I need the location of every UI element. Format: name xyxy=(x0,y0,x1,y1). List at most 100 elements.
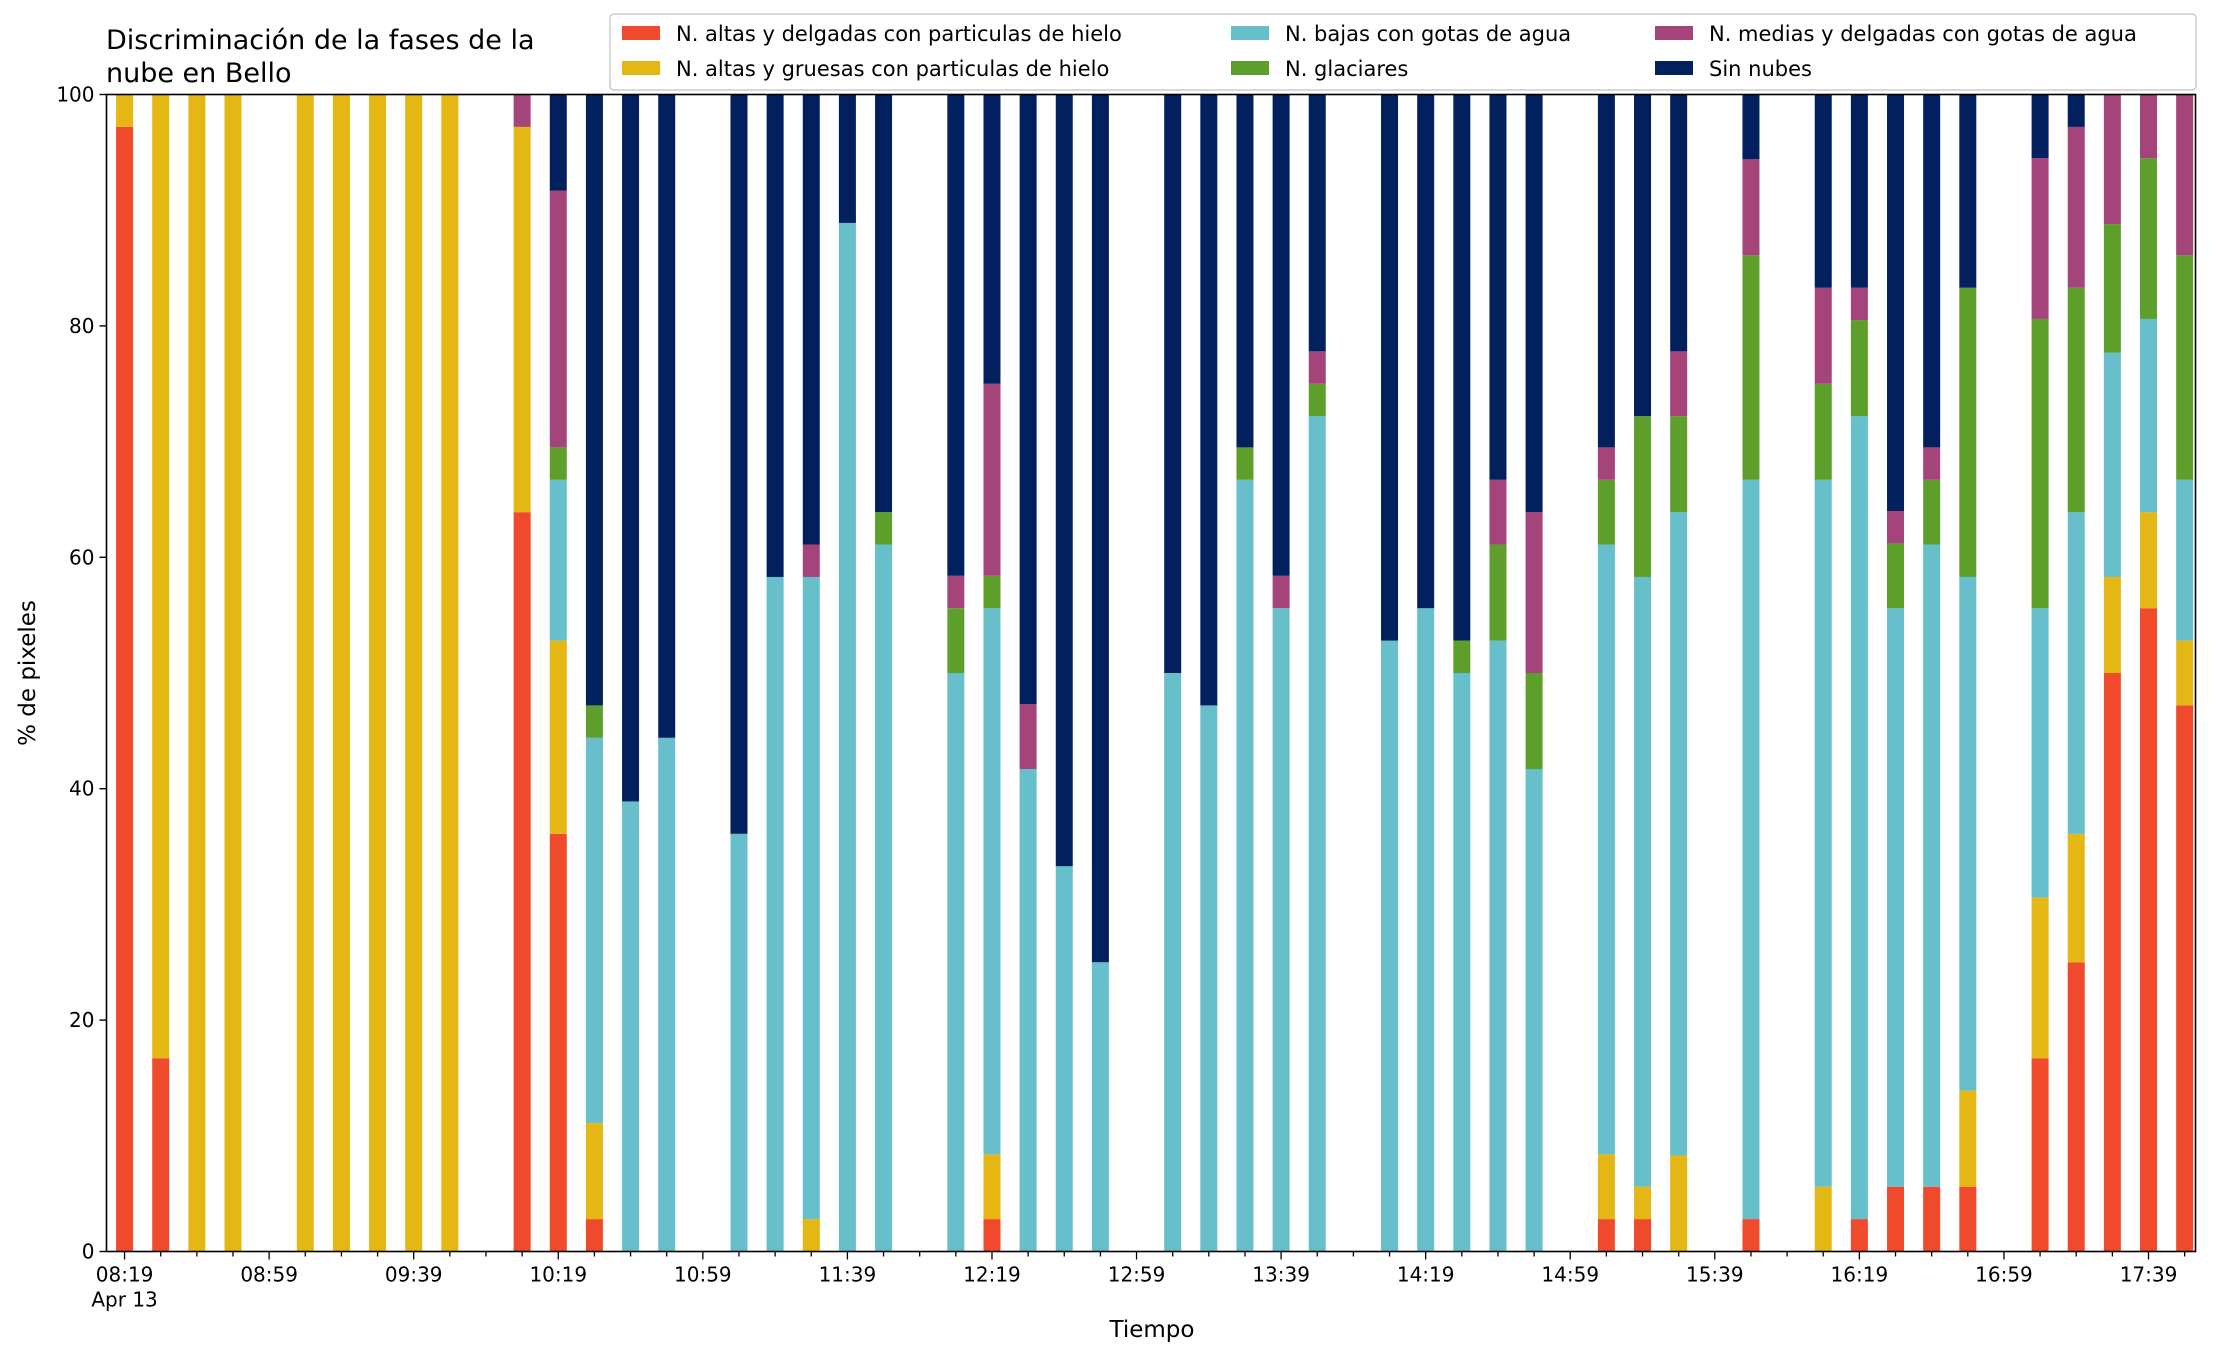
bar-segment xyxy=(2176,94,2194,256)
bar-segment xyxy=(513,512,531,1252)
bar-segment xyxy=(1634,1186,1652,1220)
bar-segment xyxy=(1525,769,1543,1252)
bar-segment xyxy=(1923,447,1941,480)
bar-segment xyxy=(1019,704,1037,770)
bar-segment xyxy=(1453,673,1471,1252)
bar-segment xyxy=(1959,287,1977,577)
bar-segment xyxy=(585,1123,603,1220)
x-tick-label: 10:19 xyxy=(529,1263,587,1287)
bar-segment xyxy=(2176,640,2194,706)
bar-segment xyxy=(224,94,242,1252)
bar-segment xyxy=(116,94,134,127)
bar-segment xyxy=(1164,673,1182,1252)
bar-segment xyxy=(1850,94,1868,288)
bar-segment xyxy=(622,801,640,1252)
legend-swatch xyxy=(622,61,660,75)
bar-segment xyxy=(2176,255,2194,480)
bar-segment xyxy=(802,94,820,545)
bar-segment xyxy=(1489,479,1507,545)
bar-segment xyxy=(947,575,965,609)
bar-segment xyxy=(1887,511,1905,544)
bar-segment xyxy=(1850,1219,1868,1252)
bar-segment xyxy=(1923,1186,1941,1252)
bar-segment xyxy=(1634,94,1652,417)
bar-segment xyxy=(875,544,893,1252)
bar-segment xyxy=(1670,512,1688,1156)
legend-label: N. altas y delgadas con particulas de hi… xyxy=(676,22,1122,46)
bar-segment xyxy=(1850,287,1868,321)
bar-segment xyxy=(838,222,856,1252)
bar-segment xyxy=(513,94,531,127)
bar-segment xyxy=(1308,351,1326,384)
bar-segment xyxy=(766,94,784,577)
bar-segment xyxy=(622,94,640,802)
x-tick-label: 14:19 xyxy=(1397,1263,1455,1287)
bar-segment xyxy=(2031,897,2049,1059)
y-tick-label: 60 xyxy=(69,545,94,569)
bar-segment xyxy=(1959,1186,1977,1252)
legend-swatch xyxy=(622,26,660,40)
bar-segment xyxy=(369,94,387,1252)
legend-label: N. altas y gruesas con particulas de hie… xyxy=(676,57,1109,81)
bar-segment xyxy=(2067,512,2085,834)
bar-segment xyxy=(549,479,567,641)
bar-segment xyxy=(1814,94,1832,288)
bar-segment xyxy=(1489,544,1507,641)
bar-segment xyxy=(2067,94,2085,127)
bar-segment xyxy=(1417,608,1435,1252)
bar-segment xyxy=(1308,383,1326,417)
bar-segment xyxy=(1236,479,1254,1252)
x-tick-sublabel: Apr 13 xyxy=(91,1288,157,1312)
bar-segment xyxy=(1887,543,1905,609)
x-tick-label: 16:19 xyxy=(1831,1263,1889,1287)
bar-segment xyxy=(585,705,603,738)
x-tick-label: 15:39 xyxy=(1686,1263,1744,1287)
y-tick-label: 80 xyxy=(69,314,94,338)
bar-segment xyxy=(1814,479,1832,1187)
legend-box xyxy=(609,13,2197,91)
x-tick-label: 11:39 xyxy=(819,1263,877,1287)
bar-segment xyxy=(947,608,965,673)
bar-segment xyxy=(1200,94,1218,706)
bar-segment xyxy=(658,94,676,738)
bar-segment xyxy=(983,608,1001,1155)
x-tick-label: 12:19 xyxy=(963,1263,1021,1287)
legend-label: N. bajas con gotas de agua xyxy=(1285,22,1571,46)
bar-segment xyxy=(441,94,459,1252)
bar-segment xyxy=(983,1154,1001,1220)
bar-segment xyxy=(766,576,784,1252)
bar-segment xyxy=(1887,608,1905,1187)
bar-segment xyxy=(152,1058,170,1252)
bar-segment xyxy=(1308,416,1326,1252)
bar-segment xyxy=(1850,416,1868,1220)
bar-segment xyxy=(1164,94,1182,673)
x-tick-label: 13:39 xyxy=(1252,1263,1310,1287)
bar-segment xyxy=(983,94,1001,384)
bar-segment xyxy=(1742,479,1760,1220)
bar-segment xyxy=(2103,576,2121,673)
bar-segment xyxy=(2031,94,2049,159)
bar-segment xyxy=(2031,158,2049,319)
x-tick-label: 17:39 xyxy=(2120,1263,2178,1287)
plot-frame xyxy=(105,93,2197,1253)
bar-segment xyxy=(838,94,856,223)
bar-segment xyxy=(1525,512,1543,673)
bar-segment xyxy=(730,94,748,834)
bars-layer xyxy=(116,94,2194,1252)
bar-segment xyxy=(188,94,206,1252)
bar-segment xyxy=(1670,351,1688,417)
bar-segment xyxy=(152,94,170,1059)
bar-segment xyxy=(1923,94,1941,448)
bar-segment xyxy=(1634,1219,1652,1252)
bar-segment xyxy=(2140,94,2158,159)
bar-segment xyxy=(1453,94,1471,641)
legend: N. altas y delgadas con particulas de hi… xyxy=(609,13,2197,91)
bar-segment xyxy=(513,126,531,513)
bar-segment xyxy=(1272,575,1290,609)
bar-segment xyxy=(1308,94,1326,352)
bar-segment xyxy=(983,383,1001,576)
bar-segment xyxy=(549,190,567,448)
x-tick-label: 09:39 xyxy=(385,1263,443,1287)
